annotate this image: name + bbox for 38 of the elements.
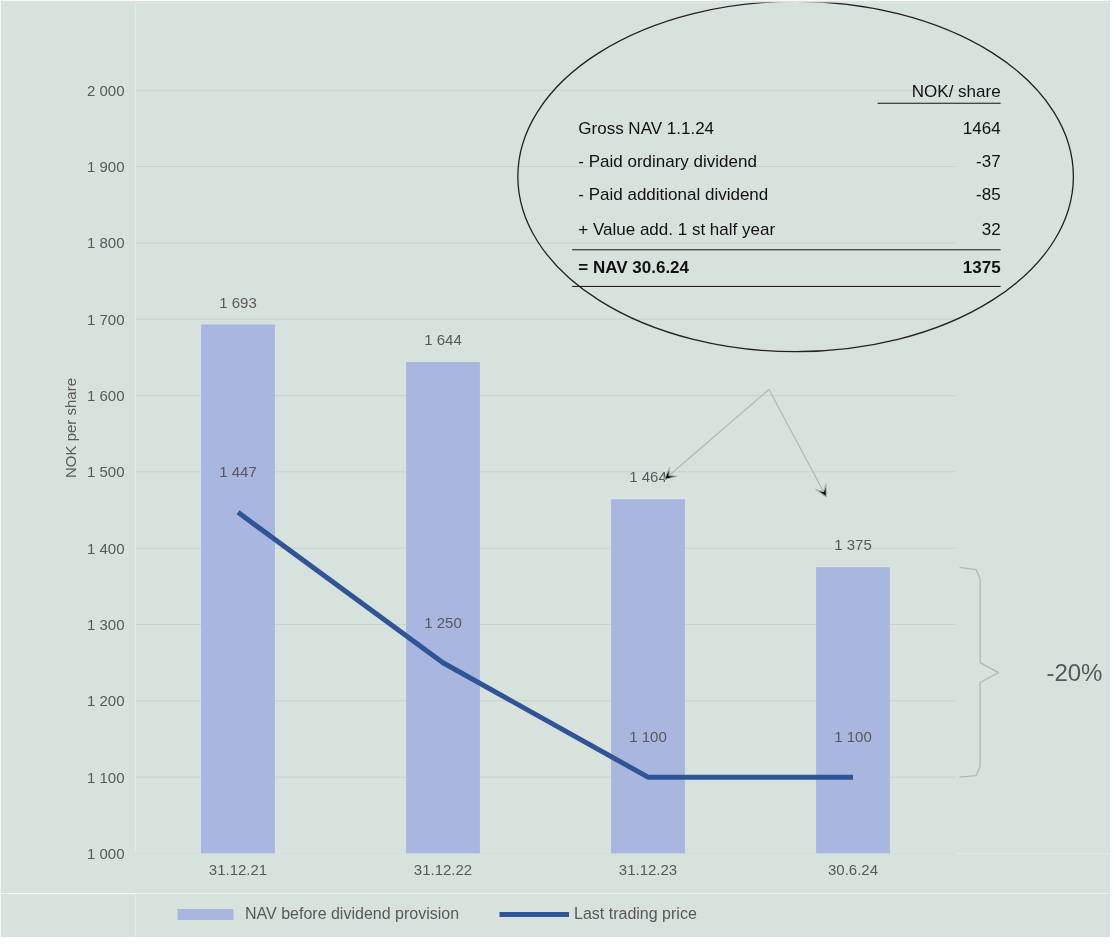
y-tick-label: 1 300 <box>86 616 125 634</box>
data-label: 1 100 <box>834 728 872 746</box>
y-tick-label: 1 100 <box>86 768 125 786</box>
y-tick-label: 1 500 <box>86 463 125 481</box>
annotation: = NAV 30.6.24 <box>578 257 690 277</box>
y-tick-label: 1 200 <box>86 692 125 710</box>
annotation: - Paid additional dividend <box>578 184 769 204</box>
data-label: 1 375 <box>834 536 872 554</box>
text: 32 <box>981 220 1001 240</box>
annotation: Gross NAV 1.1.24 <box>578 118 715 138</box>
annotation: - Paid ordinary dividend <box>578 151 757 171</box>
data-label: 1 100 <box>629 728 667 746</box>
y-tick-label: 2 000 <box>86 81 125 99</box>
y-tick-label: 1 000 <box>86 845 125 862</box>
y-tick-label: 1 800 <box>86 234 125 252</box>
data-label: 1 644 <box>424 330 462 348</box>
text: -20% <box>1046 659 1103 687</box>
data-label: 1 464 <box>629 468 667 486</box>
y-tick-label: 1 400 <box>86 539 125 557</box>
x-tick-label: 30.6.24 <box>827 860 879 878</box>
y-axis-title: NOK per share <box>61 377 79 479</box>
text: -37 <box>976 152 1001 172</box>
y-tick-label: 1 600 <box>86 387 125 405</box>
annotation: NOK/ share <box>911 81 1001 101</box>
data-label: 1 447 <box>219 463 257 481</box>
x-tick-label: 31.12.21 <box>208 860 268 878</box>
x-tick-label: 31.12.22 <box>413 860 473 878</box>
text: -85 <box>976 185 1001 205</box>
legend-label: NAV before dividend provision <box>245 905 460 923</box>
text: 1375 <box>962 258 1001 278</box>
text: 1464 <box>962 119 1001 139</box>
annotation: + Value add. 1 st half year <box>578 219 776 239</box>
x-tick-label: 31.12.23 <box>618 860 678 878</box>
legend-label: Last trading price <box>574 905 697 923</box>
y-tick-label: 1 900 <box>86 158 125 176</box>
data-label: 1 693 <box>219 293 257 311</box>
data-label: 1 250 <box>424 613 462 631</box>
y-tick-label: 1 700 <box>86 310 125 328</box>
